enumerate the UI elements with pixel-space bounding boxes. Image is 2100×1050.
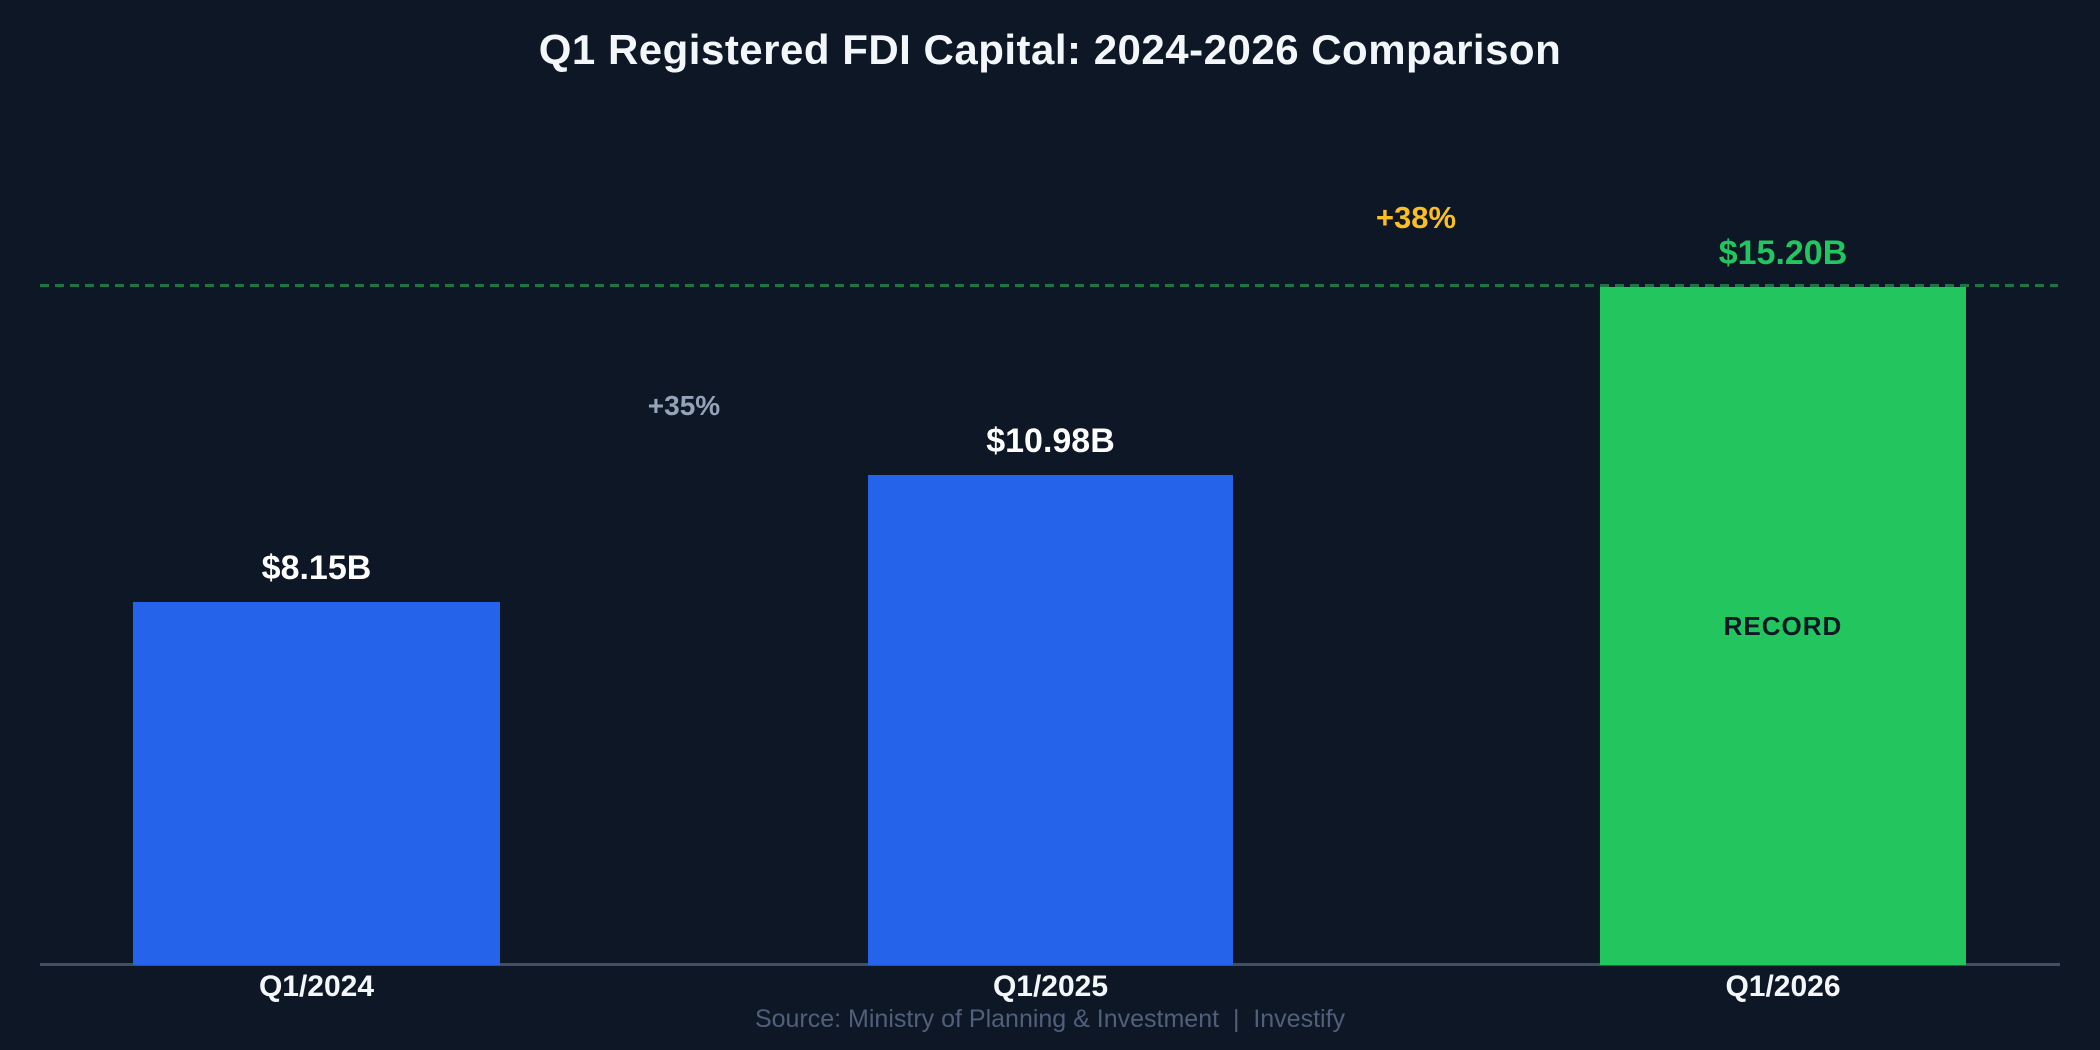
bar-group-q1-2025: $10.98B <box>868 422 1233 965</box>
bar-q1-2026-record: RECORD <box>1600 287 1966 965</box>
bar-group-q1-2024: $8.15B <box>133 549 500 965</box>
record-level-dashed-line <box>40 284 2058 287</box>
bar-q1-2024 <box>133 602 500 965</box>
value-label-q1-2024: $8.15B <box>261 549 372 587</box>
source-caption: Source: Ministry of Planning & Investmen… <box>754 1005 1346 1033</box>
bar-group-q1-2026: $15.20B RECORD <box>1600 234 1966 965</box>
x-axis-label-q1-2025: Q1/2025 <box>992 970 1109 1003</box>
chart-title: Q1 Registered FDI Capital: 2024-2026 Com… <box>538 26 1562 73</box>
growth-annotation-2025-to-2026: +38% <box>1375 200 1457 235</box>
growth-annotation-2024-to-2025: +35% <box>647 390 721 421</box>
value-label-q1-2026: $15.20B <box>1718 234 1848 272</box>
x-axis-label-q1-2024: Q1/2024 <box>258 970 375 1003</box>
x-axis-label-q1-2026: Q1/2026 <box>1725 970 1841 1003</box>
bar-q1-2025 <box>868 475 1233 965</box>
value-label-q1-2025: $10.98B <box>986 422 1115 460</box>
record-badge: RECORD <box>1723 610 1843 641</box>
